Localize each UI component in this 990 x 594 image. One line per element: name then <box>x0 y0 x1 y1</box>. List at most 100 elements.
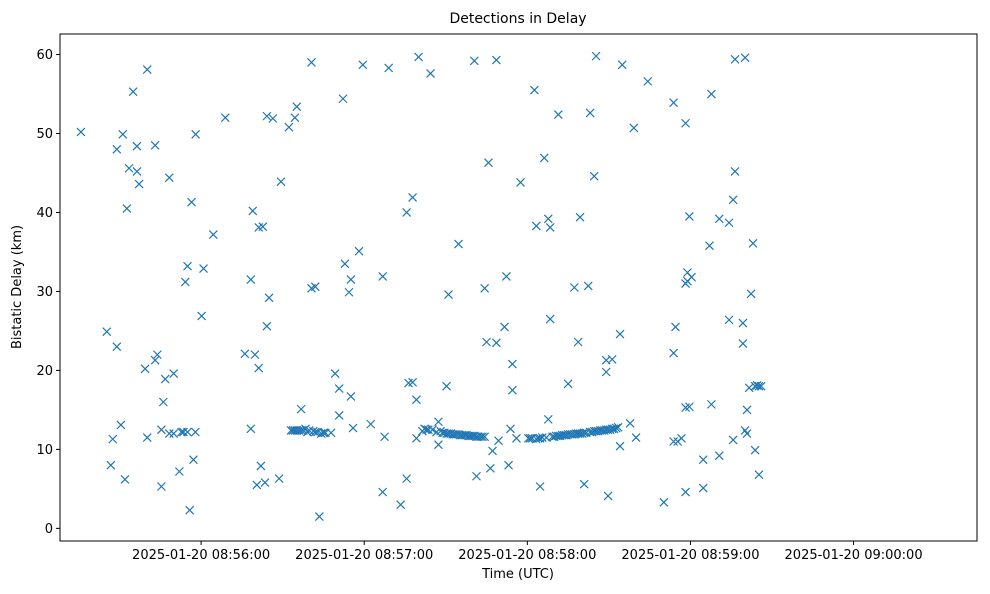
data-point <box>545 223 555 232</box>
data-point <box>118 129 128 139</box>
data-point <box>523 433 533 443</box>
data-point <box>307 58 316 67</box>
data-point <box>746 289 756 299</box>
data-point <box>258 222 268 232</box>
data-point <box>199 264 208 273</box>
data-point <box>183 261 192 271</box>
data-point <box>476 432 485 442</box>
data-point <box>684 402 694 412</box>
data-point <box>112 342 122 352</box>
data-point <box>112 144 122 154</box>
data-point <box>754 470 764 480</box>
data-point <box>122 204 132 213</box>
data-point <box>150 140 160 150</box>
data-point <box>346 392 356 401</box>
data-point <box>742 405 752 415</box>
data-point <box>169 369 179 379</box>
data-point <box>434 440 443 450</box>
data-point <box>516 178 525 187</box>
data-point <box>248 206 258 216</box>
data-point <box>488 446 497 456</box>
data-point <box>169 429 179 439</box>
data-point <box>76 127 86 137</box>
data-point <box>262 321 272 331</box>
data-point <box>553 110 563 119</box>
data-point <box>507 385 517 395</box>
data-point <box>714 451 724 461</box>
data-point <box>478 432 487 442</box>
data-point <box>748 238 758 248</box>
data-point <box>434 417 443 427</box>
data-point <box>705 241 714 251</box>
data-point <box>124 163 134 173</box>
data-point <box>120 474 130 484</box>
data-point <box>585 108 595 118</box>
data-point <box>615 329 625 339</box>
data-point <box>378 487 388 497</box>
data-point <box>669 348 679 358</box>
data-point <box>354 246 364 256</box>
data-point <box>106 460 116 470</box>
y-tick-label: 10 <box>36 443 53 458</box>
data-point <box>276 177 286 187</box>
data-point <box>252 480 262 490</box>
x-tick-label: 2025-01-20 09:00:00 <box>785 548 923 563</box>
x-tick-label: 2025-01-20 08:56:00 <box>132 548 270 563</box>
x-axis-label: Time (UTC) <box>481 567 554 582</box>
data-point <box>340 259 350 269</box>
data-point <box>491 338 501 348</box>
data-point <box>319 428 328 438</box>
data-point <box>140 364 150 374</box>
data-point <box>208 230 218 240</box>
data-point <box>284 122 294 132</box>
data-point <box>706 399 716 409</box>
data-point <box>631 433 641 442</box>
data-point <box>191 129 201 139</box>
data-point <box>396 500 406 510</box>
data-point <box>366 419 376 429</box>
x-axis: 2025-01-20 08:56:00 2025-01-20 08:57:00 20… <box>132 541 923 563</box>
data-point <box>189 455 198 465</box>
data-point <box>310 282 320 292</box>
data-point <box>134 179 144 189</box>
data-point <box>669 98 679 108</box>
data-point <box>512 433 521 443</box>
y-tick-label: 50 <box>36 127 53 142</box>
data-point <box>246 275 256 285</box>
y-tick-label: 20 <box>36 364 53 379</box>
data-point <box>183 427 192 437</box>
data-point <box>482 337 491 347</box>
data-point <box>426 69 435 78</box>
data-point <box>687 272 696 282</box>
data-point <box>473 432 483 442</box>
data-point <box>108 434 118 444</box>
data-point <box>150 355 160 365</box>
data-point <box>539 153 549 163</box>
data-point <box>740 53 750 63</box>
data-point <box>116 420 126 430</box>
data-point <box>629 123 639 133</box>
data-point <box>444 290 453 300</box>
data-point <box>358 60 368 70</box>
plot-frame <box>59 33 978 542</box>
x-tick-label: 2025-01-20 08:58:00 <box>458 548 596 563</box>
data-point <box>485 463 495 473</box>
data-point <box>591 51 601 61</box>
data-point <box>256 461 266 471</box>
data-point <box>240 349 250 359</box>
data-point <box>264 293 274 303</box>
data-point <box>402 474 412 484</box>
data-point <box>480 432 490 442</box>
data-point <box>292 102 302 112</box>
data-point <box>575 212 585 222</box>
data-point <box>677 433 686 443</box>
x-tick-label: 2025-01-20 08:57:00 <box>295 548 433 563</box>
data-point <box>254 363 264 373</box>
data-point <box>494 436 503 446</box>
data-point <box>246 424 256 434</box>
data-point <box>158 397 168 407</box>
data-point <box>750 445 760 455</box>
data-point <box>613 422 623 432</box>
